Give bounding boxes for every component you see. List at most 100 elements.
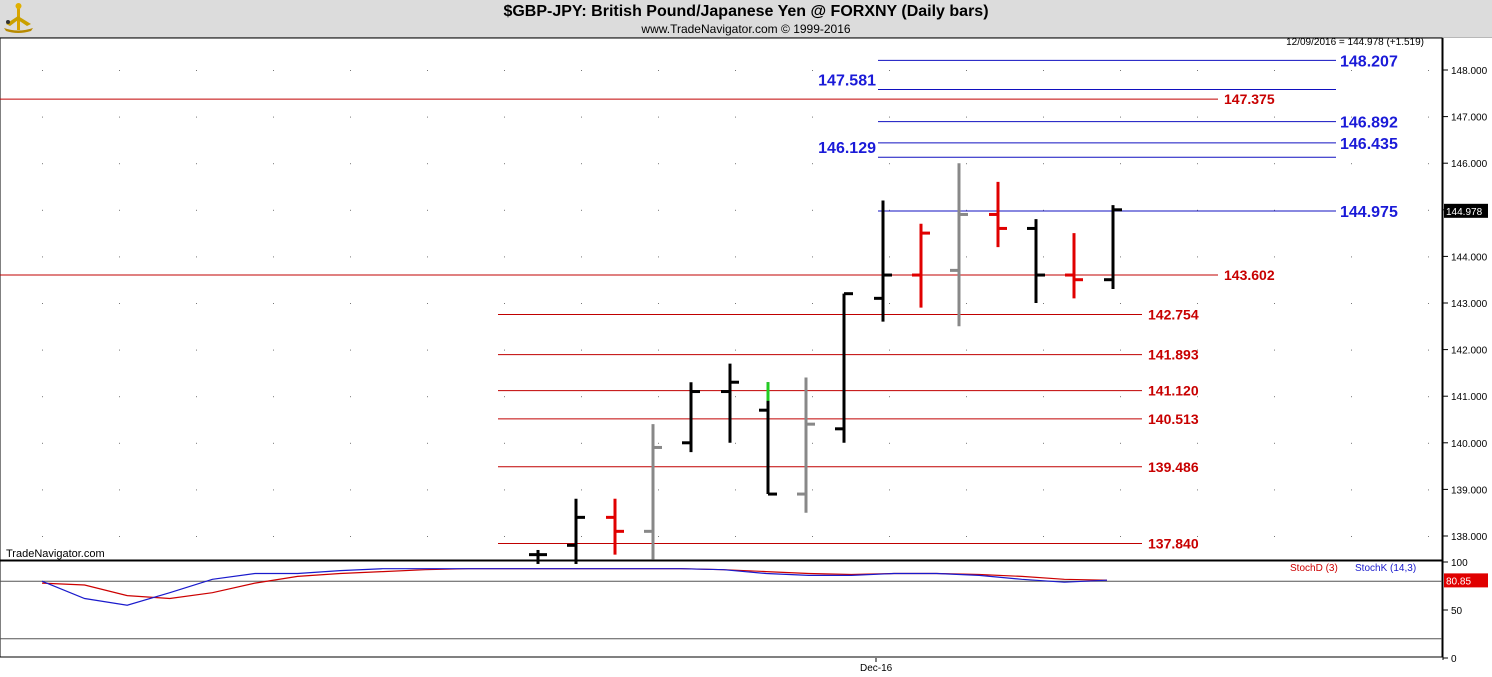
grid-dot: [504, 303, 505, 304]
grid-dot: [581, 489, 582, 491]
grid-dot: [42, 303, 43, 304]
grid-dot: [1120, 489, 1121, 491]
grid-dot: [350, 116, 351, 118]
chart-title: $GBP-JPY: British Pound/Japanese Yen @ F…: [503, 3, 989, 20]
grid-dot: [812, 116, 813, 118]
grid-dot: [350, 163, 351, 165]
level-label: 146.435: [1340, 136, 1398, 153]
grid-dot: [889, 303, 890, 304]
title-bar: $GBP-JPY: British Pound/Japanese Yen @ F…: [0, 0, 1492, 38]
grid-dot: [1351, 396, 1352, 398]
stoch-value-tag: [1444, 573, 1488, 588]
grid-dot: [966, 442, 967, 444]
grid-dot: [1274, 303, 1275, 304]
grid-dot: [812, 163, 813, 165]
grid-dot: [273, 209, 274, 211]
grid-dot: [1120, 116, 1121, 118]
level-label: 147.581: [818, 73, 876, 90]
grid-dot: [350, 489, 351, 491]
grid-dot: [1043, 442, 1044, 444]
grid-dot: [1274, 70, 1275, 71]
grid-dot: [1120, 70, 1121, 71]
level-label: 143.602: [1224, 267, 1275, 283]
grid-dot: [427, 70, 428, 71]
grid-dot: [1428, 256, 1429, 258]
grid-dot: [581, 303, 582, 304]
grid-dot: [735, 70, 736, 71]
grid-dot: [1120, 536, 1121, 537]
grid-dot: [504, 349, 505, 351]
grid-dot: [273, 489, 274, 491]
grid-dot: [889, 209, 890, 211]
grid-dot: [119, 303, 120, 304]
grid-dot: [42, 116, 43, 118]
grid-dot: [273, 256, 274, 258]
y-tick-label: 148.000: [1451, 66, 1488, 77]
grid-dot: [889, 536, 890, 537]
grid-dot: [1428, 442, 1429, 444]
grid-dot: [1428, 536, 1429, 537]
grid-dot: [1120, 442, 1121, 444]
grid-dot: [119, 70, 120, 71]
grid-dot: [1197, 116, 1198, 118]
grid-dot: [812, 70, 813, 71]
grid-dot: [889, 349, 890, 351]
grid-dot: [1351, 256, 1352, 258]
grid-dot: [1197, 396, 1198, 398]
grid-dot: [658, 116, 659, 118]
grid-dot: [119, 396, 120, 398]
grid-dot: [1043, 116, 1044, 118]
grid-dot: [658, 209, 659, 211]
grid-dot: [504, 489, 505, 491]
grid-dot: [273, 163, 274, 165]
grid-dot: [581, 442, 582, 444]
grid-dot: [427, 303, 428, 304]
grid-dot: [42, 349, 43, 351]
grid-dot: [273, 349, 274, 351]
level-label: 140.513: [1148, 411, 1199, 427]
grid-dot: [735, 489, 736, 491]
grid-dot: [196, 396, 197, 398]
grid-dot: [42, 489, 43, 491]
grid-dot: [196, 256, 197, 258]
grid-dot: [1043, 209, 1044, 211]
grid-dot: [581, 396, 582, 398]
grid-dot: [119, 163, 120, 165]
y-tick-label: 138.000: [1451, 532, 1488, 543]
grid-dot: [1274, 209, 1275, 211]
stoch-tick-label: 100: [1451, 558, 1468, 569]
grid-dot: [735, 209, 736, 211]
chart-subtitle: www.TradeNavigator.com © 1999-2016: [641, 22, 851, 36]
grid-dot: [812, 536, 813, 537]
stoch-panel-frame: [0, 560, 1443, 658]
price-tag: [1444, 203, 1488, 218]
grid-dot: [196, 536, 197, 537]
grid-dot: [1351, 442, 1352, 444]
watermark: TradeNavigator.com: [6, 548, 105, 560]
grid-dot: [427, 536, 428, 537]
grid-dot: [350, 536, 351, 537]
grid-dot: [966, 303, 967, 304]
grid-dot: [119, 209, 120, 211]
grid-dot: [966, 163, 967, 165]
stoch-k-legend: StochK (14,3): [1355, 563, 1416, 574]
stoch-tick-label: 0: [1451, 654, 1457, 665]
price-tag-label: 144.978: [1446, 207, 1483, 218]
grid-dot: [581, 70, 582, 71]
grid-dot: [273, 442, 274, 444]
grid-dot: [119, 116, 120, 118]
grid-dot: [42, 256, 43, 258]
y-tick-label: 144.000: [1451, 252, 1488, 263]
grid-dot: [196, 116, 197, 118]
grid-dot: [1197, 209, 1198, 211]
grid-dot: [196, 209, 197, 211]
grid-dot: [427, 396, 428, 398]
grid-dot: [273, 116, 274, 118]
grid-dot: [504, 256, 505, 258]
grid-dot: [42, 536, 43, 537]
grid-dot: [504, 209, 505, 211]
grid-dot: [889, 163, 890, 165]
grid-dot: [889, 489, 890, 491]
grid-dot: [889, 396, 890, 398]
